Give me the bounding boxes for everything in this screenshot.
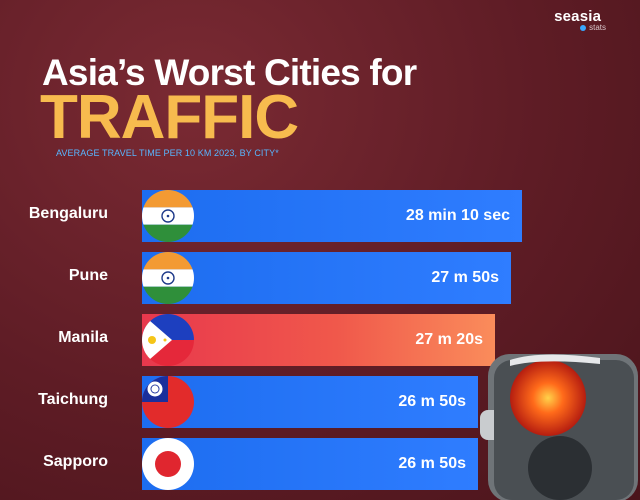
city-label: Bengaluru: [28, 205, 108, 222]
bar-value-label: 27 m 50s: [431, 269, 499, 286]
title-line1: Asia’s Worst Cities for: [42, 52, 417, 93]
brand-logo: seasia stats: [554, 8, 606, 32]
city-label: Manila: [58, 329, 108, 346]
bar-value-label: 26 m 50s: [398, 455, 466, 472]
chart-subtitle: AVERAGE TRAVEL TIME PER 10 KM 2023, BY C…: [56, 148, 279, 158]
philippines-flag-icon: [142, 314, 194, 366]
bar: 28 min 10 sec: [142, 190, 522, 242]
city-label: Taichung: [38, 391, 108, 408]
brand-dot-icon: [580, 24, 587, 31]
bar: 26 m 50s: [142, 438, 478, 490]
bar: 26 m 50s: [142, 376, 478, 428]
traffic-light-image: [480, 354, 638, 500]
india-flag-icon: [142, 252, 194, 304]
city-label: Sapporo: [43, 453, 108, 470]
title-line2: TRAFFIC: [40, 83, 299, 152]
city-label: Pune: [68, 267, 108, 284]
brand-sub: stats: [589, 23, 606, 32]
brand-name: seasia: [554, 8, 602, 25]
chart-row: Taichung 26 m 50s: [0, 374, 640, 430]
chart-row: Pune 27 m 50s: [0, 250, 640, 306]
chart-row: Bengaluru 28 min 10 sec: [0, 188, 640, 244]
chart-row: Sapporo 26 m 50s: [0, 436, 640, 492]
chart-row: Manila 27 m 20s: [0, 312, 640, 368]
bar: 27 m 50s: [142, 252, 511, 304]
bar-value-label: 26 m 50s: [398, 393, 466, 410]
japan-flag-icon: [142, 438, 194, 490]
taiwan-flag-icon: [142, 376, 194, 428]
bar: 27 m 20s: [142, 314, 495, 366]
india-flag-icon: [142, 190, 194, 242]
bar-value-label: 28 min 10 sec: [405, 207, 510, 224]
bar-value-label: 27 m 20s: [415, 331, 483, 348]
